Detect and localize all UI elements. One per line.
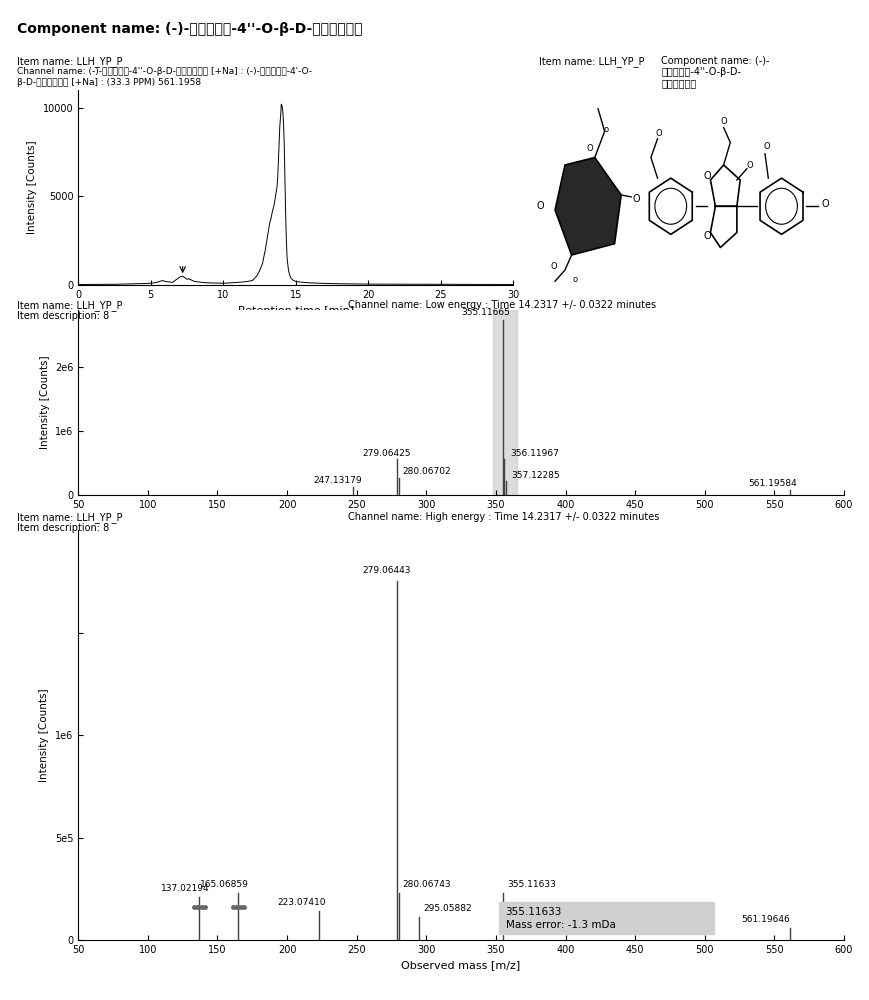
Text: Item name: LLH_YP_P: Item name: LLH_YP_P [539,56,644,67]
Y-axis label: Intensity [Counts]: Intensity [Counts] [27,141,37,234]
Text: O: O [549,262,556,271]
X-axis label: Retention time [min]: Retention time [min] [237,305,354,315]
Text: 橄榄树脂素-4''-O-β-D-: 橄榄树脂素-4''-O-β-D- [660,67,740,77]
Y-axis label: Intensity [Counts]: Intensity [Counts] [39,356,50,449]
Text: 355.11633: 355.11633 [507,880,555,889]
Text: O: O [702,171,710,181]
X-axis label: Observed mass [m/z]: Observed mass [m/z] [401,960,521,970]
Text: 247.13179: 247.13179 [314,476,362,485]
Text: O: O [586,144,593,153]
Text: 279.06443: 279.06443 [362,566,410,575]
Text: 355.11633: 355.11633 [505,907,561,917]
Text: O: O [632,194,639,204]
Text: O: O [655,129,662,138]
Text: 165.06859: 165.06859 [199,880,248,889]
Text: o: o [603,125,608,134]
Text: 561.19646: 561.19646 [740,915,789,924]
Text: Item description: 8: Item description: 8 [17,523,109,533]
Text: Component name: (-)-: Component name: (-)- [660,56,769,66]
Text: Mass error: -1.3 mDa: Mass error: -1.3 mDa [505,920,614,930]
Polygon shape [554,158,620,255]
Text: O: O [746,161,753,170]
Text: 223.07410: 223.07410 [277,898,326,907]
Text: 355.11665: 355.11665 [461,308,509,317]
Text: β-D-吱南葡萄糖苷 [+Na] : (33.3 PPM) 561.1958: β-D-吱南葡萄糖苷 [+Na] : (33.3 PPM) 561.1958 [17,78,202,87]
Y-axis label: Intensity [Counts]: Intensity [Counts] [39,688,50,782]
Text: 357.12285: 357.12285 [511,471,560,480]
Bar [493,310,516,495]
Text: 356.11967: 356.11967 [509,449,558,458]
Text: Item description: 8: Item description: 8 [17,311,109,321]
Text: O: O [702,231,710,241]
Text: O: O [536,201,543,211]
Text: O: O [720,117,726,126]
Text: Component name: (-)-橄榄树脂素-4''-O-β-D-吱南葡萄糖苷: Component name: (-)-橄榄树脂素-4''-O-β-D-吱南葡萄… [17,22,362,36]
Text: Channel name: (-)-橄榄树脂素-4''-O-β-D-吱南葡萄糖苷 [+Na] : (-)-橄榄树脂素-4'-O-: Channel name: (-)-橄榄树脂素-4''-O-β-D-吱南葡萄糖苷… [17,67,312,76]
Text: O: O [762,142,769,151]
Text: Item name: LLH_YP_P: Item name: LLH_YP_P [17,300,123,311]
Text: 279.06425: 279.06425 [362,449,410,458]
Text: 561.19584: 561.19584 [747,479,796,488]
Text: Channel name: High energy : Time 14.2317 +/- 0.0322 minutes: Channel name: High energy : Time 14.2317… [348,512,659,522]
FancyBboxPatch shape [498,902,713,934]
Text: 280.06702: 280.06702 [402,468,451,477]
Text: 137.02194: 137.02194 [160,884,209,893]
Text: Channel name: Low energy : Time 14.2317 +/- 0.0322 minutes: Channel name: Low energy : Time 14.2317 … [348,300,655,310]
Text: Item name: LLH_YP_P: Item name: LLH_YP_P [17,512,123,523]
Text: 295.05882: 295.05882 [423,904,472,913]
Text: 吱南葡萄糖苷: 吱南葡萄糖苷 [660,78,696,88]
Text: O: O [820,199,828,209]
Text: 280.06743: 280.06743 [402,880,451,889]
Text: Item name: LLH_YP_P: Item name: LLH_YP_P [17,56,123,67]
Text: o: o [572,275,577,284]
